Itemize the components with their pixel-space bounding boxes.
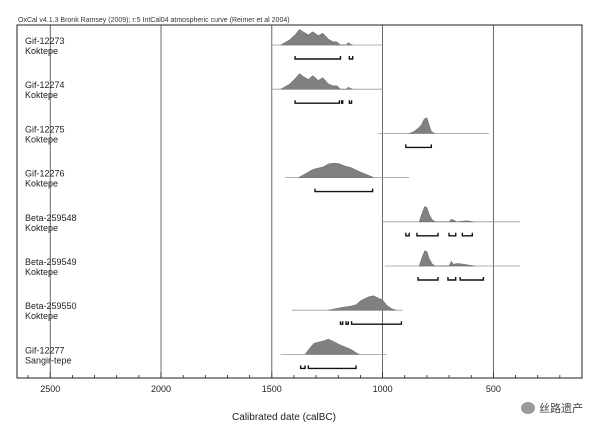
range-bracket xyxy=(307,365,357,370)
probability-distribution xyxy=(304,338,360,355)
sample-label: Beta-259548 xyxy=(25,213,77,223)
probability-distribution xyxy=(298,162,374,178)
range-bracket xyxy=(461,232,474,237)
probability-distribution xyxy=(279,73,353,90)
range-bracket xyxy=(348,56,354,60)
sample-label: Beta-259549 xyxy=(25,257,77,267)
chart-header: OxCal v4.1.3 Bronk Ramsey (2009); r:5 In… xyxy=(18,17,290,24)
sample-label: Gif-12276 xyxy=(25,169,65,179)
x-axis: 2500 2000 1500 1000 500 xyxy=(27,372,583,394)
probability-distribution xyxy=(328,295,396,311)
watermark: 丝路遗产 xyxy=(521,400,583,416)
range-bracket xyxy=(405,144,433,149)
range-bracket xyxy=(348,100,353,104)
site-label: Koktepe xyxy=(25,267,58,277)
sample-label: Gif-12274 xyxy=(25,80,65,90)
x-tick-label: 1000 xyxy=(373,384,393,394)
range-bracket xyxy=(299,365,306,370)
x-tick-label: 2000 xyxy=(151,384,171,394)
x-axis-label: Calibrated date (calBC) xyxy=(232,412,336,423)
site-label: Koktepe xyxy=(25,311,58,321)
range-bracket xyxy=(314,188,374,193)
range-bracket xyxy=(340,100,344,104)
wechat-icon xyxy=(521,402,535,414)
range-bracket xyxy=(294,56,342,60)
range-bracket xyxy=(294,100,341,104)
probability-distribution xyxy=(418,250,476,267)
plot-frame xyxy=(16,24,583,379)
range-bracket xyxy=(417,277,439,281)
sample-label: Gif-12277 xyxy=(25,345,65,355)
probability-distribution xyxy=(409,117,436,134)
grid-lines xyxy=(49,25,494,378)
site-label: Koktepe xyxy=(25,134,58,144)
site-label: Koktepe xyxy=(25,46,58,56)
range-bracket xyxy=(447,277,457,281)
probability-distribution xyxy=(279,29,353,46)
range-bracket xyxy=(448,232,457,237)
site-label: Sangir-tepe xyxy=(25,355,72,365)
range-bracket xyxy=(339,321,344,325)
sample-label: Gif-12273 xyxy=(25,36,65,46)
series-group: Gif-12273KoktepeGif-12274KoktepeGif-1227… xyxy=(25,29,520,370)
site-label: Koktepe xyxy=(25,223,58,233)
watermark-text: 丝路遗产 xyxy=(539,402,583,415)
range-bracket xyxy=(405,232,410,237)
site-label: Koktepe xyxy=(25,179,58,189)
sample-label: Gif-12275 xyxy=(25,124,65,134)
x-tick-label: 500 xyxy=(486,384,501,394)
probability-distribution xyxy=(418,206,474,223)
sample-label: Beta-259550 xyxy=(25,301,77,311)
site-label: Koktepe xyxy=(25,90,58,100)
x-tick-label: 2500 xyxy=(40,384,60,394)
range-bracket xyxy=(459,277,485,281)
range-bracket xyxy=(345,321,349,325)
x-tick-label: 1500 xyxy=(262,384,282,394)
range-bracket xyxy=(416,232,439,237)
range-bracket xyxy=(350,321,403,325)
